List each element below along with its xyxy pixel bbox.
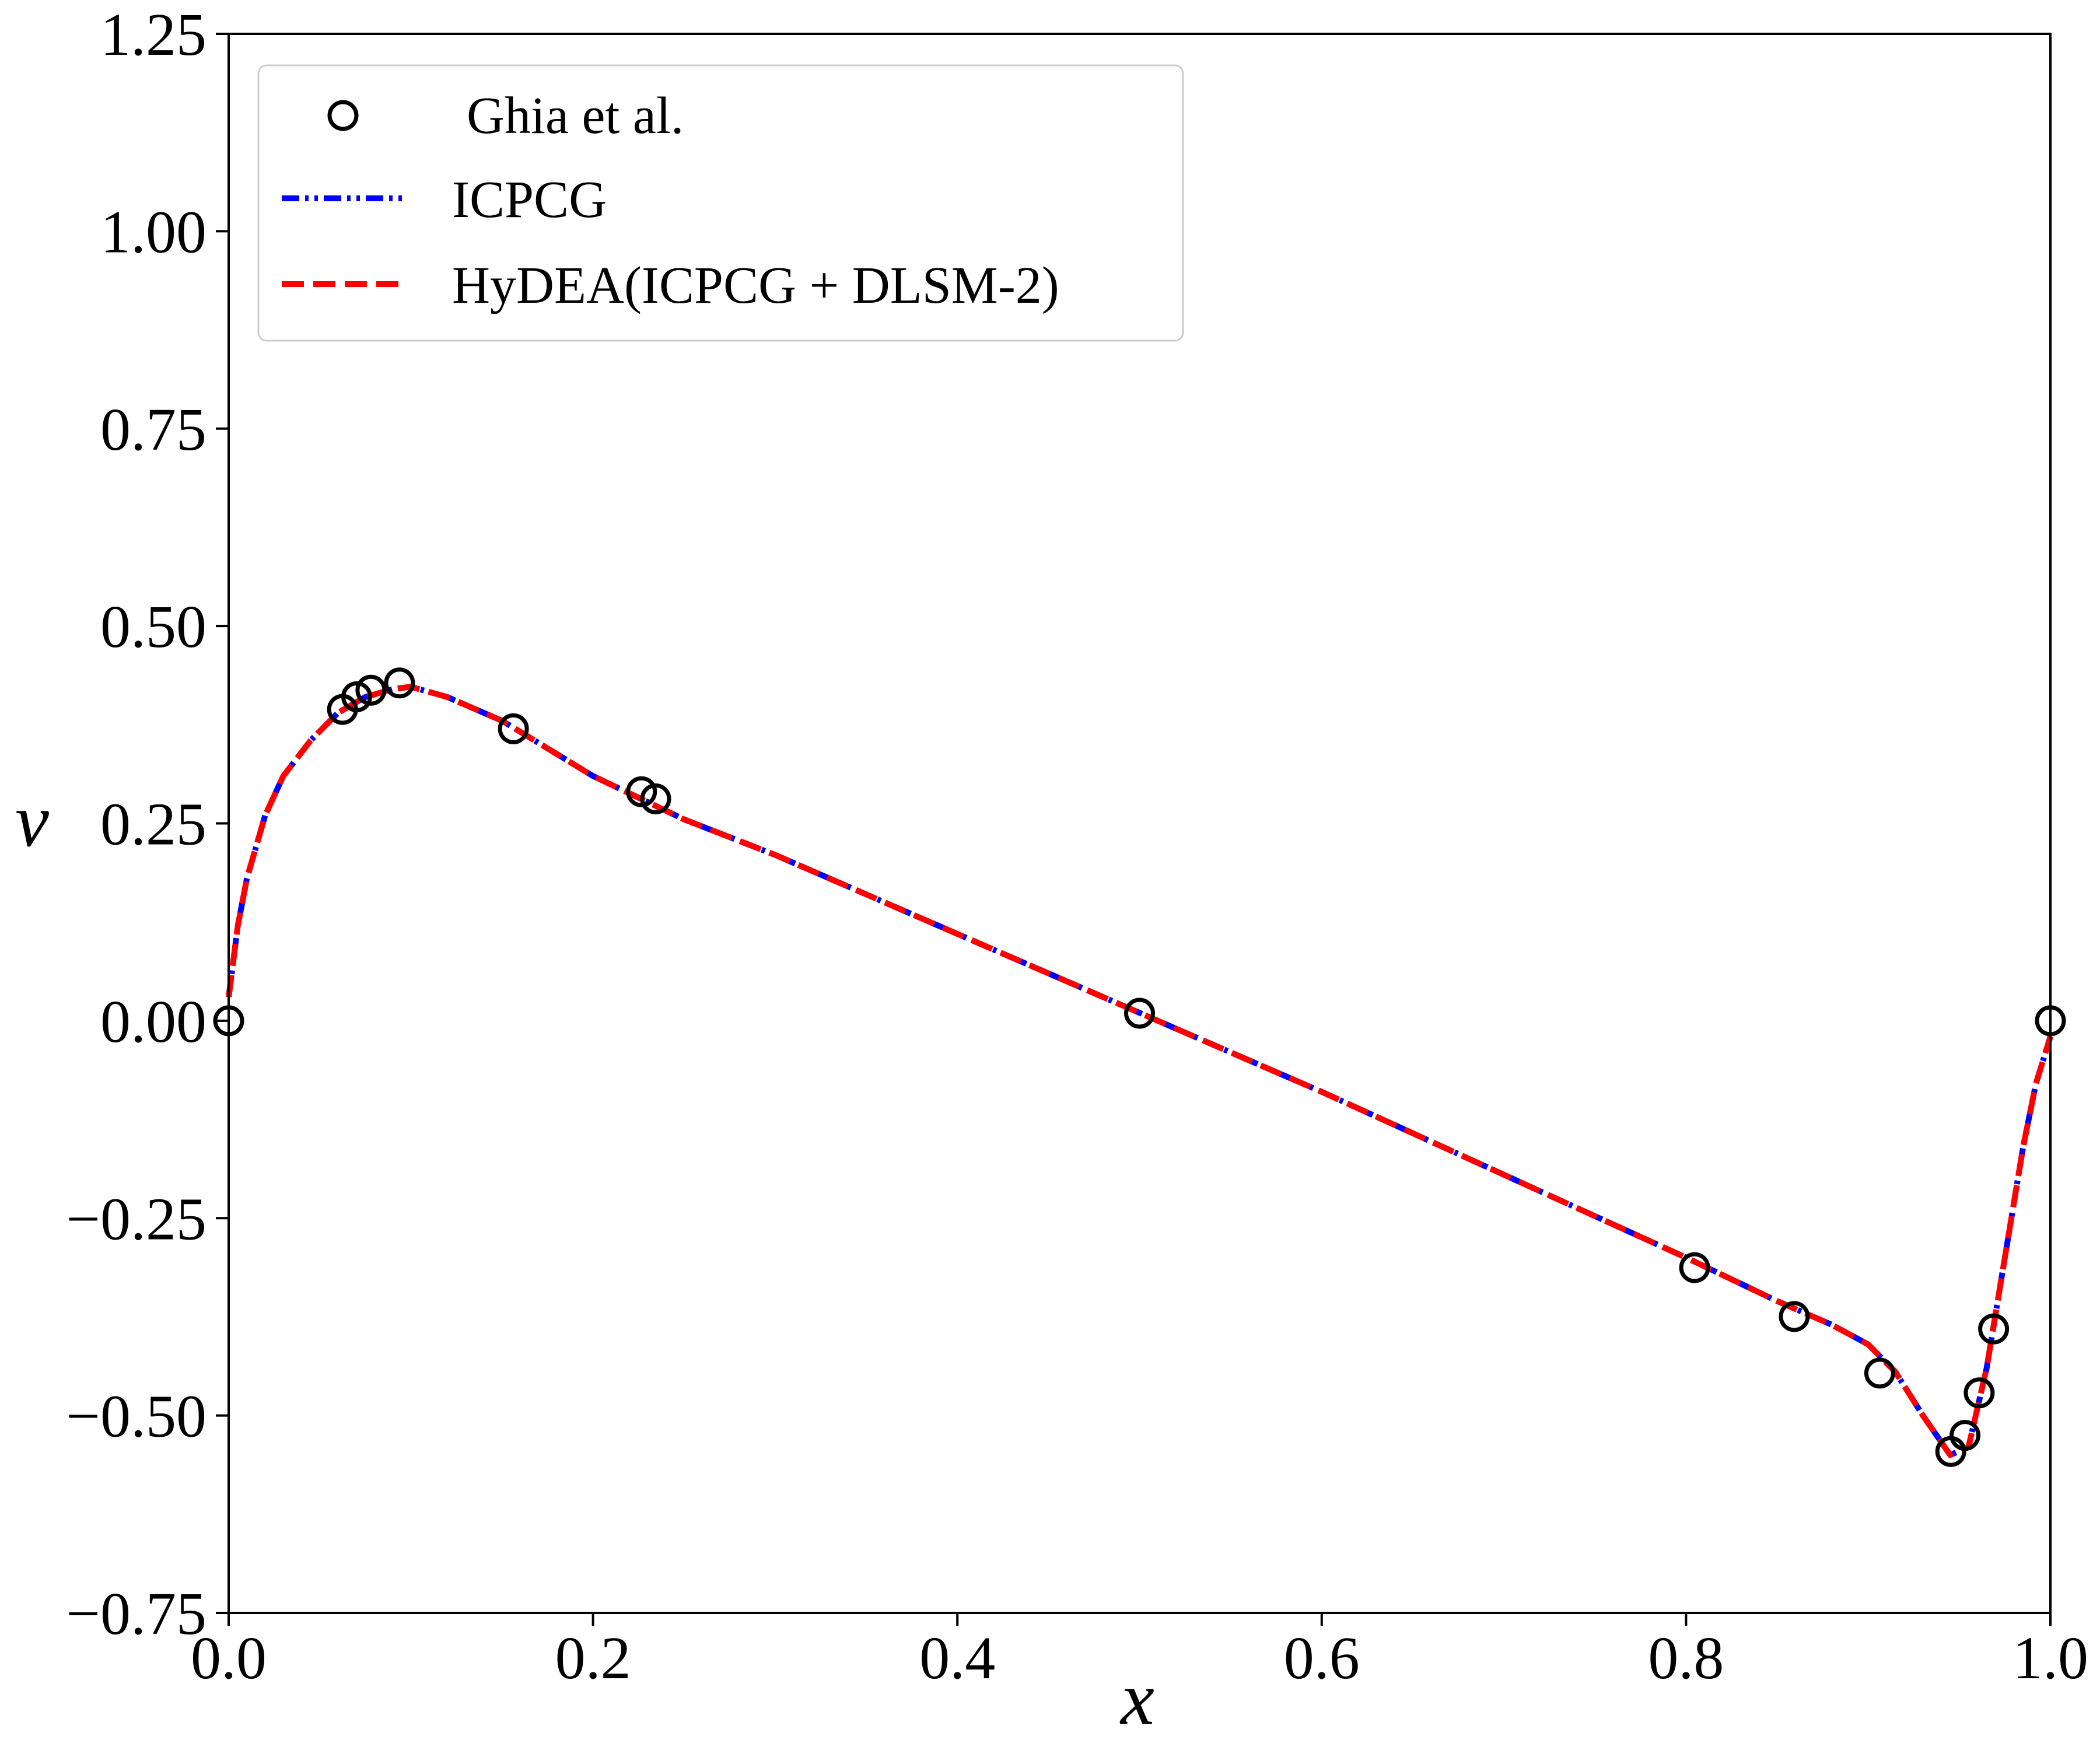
x-tick-label: 0.4	[919, 1625, 995, 1692]
data-point	[640, 783, 671, 814]
data-point	[341, 681, 372, 712]
x-tick-label: 0.6	[1284, 1625, 1360, 1692]
data-point	[1950, 1420, 1980, 1451]
data-point	[1978, 1313, 2010, 1345]
y-tick-label: 1.25	[100, 1, 206, 68]
x-axis-title: x	[1119, 1657, 1154, 1741]
axes-layer: 0.0 0.2 0.4 0.6 0.8 1.0 −0.75 −0.50 −0.25 0.00 0.2…	[66, 1, 2088, 1692]
y-tick-label: 0.50	[100, 593, 206, 660]
legend-frame	[257, 64, 1184, 342]
legend-label-hydea: HyDEA(ICPCG + DLSM-2)	[452, 257, 1059, 314]
data-layer	[213, 667, 2066, 1467]
data-point	[355, 674, 387, 706]
data-point	[1124, 998, 1155, 1029]
y-axis-title: v	[15, 779, 49, 863]
legend-label-icpcg: ICPCG	[452, 171, 607, 229]
x-tick-label: 0.2	[555, 1625, 631, 1692]
y-tick-label: 1.00	[100, 198, 206, 265]
data-point	[384, 667, 415, 699]
x-tick-label: 0.8	[1648, 1625, 1724, 1692]
y-tick-label: 0.75	[100, 396, 206, 463]
legend-label-ghia: Ghia et al.	[467, 87, 684, 145]
data-point	[626, 776, 657, 807]
y-tick-label: −0.50	[66, 1383, 206, 1450]
series-line-2	[226, 684, 2053, 1458]
series-line-1	[226, 684, 2053, 1458]
data-point	[1964, 1377, 1995, 1409]
data-point	[1679, 1252, 1710, 1283]
data-point	[498, 713, 529, 744]
y-tick-label: −0.75	[66, 1580, 206, 1647]
data-point	[1864, 1357, 1895, 1389]
x-tick-label: 1.0	[2013, 1625, 2088, 1692]
data-point	[1779, 1301, 1810, 1332]
legend-marker-ghia	[327, 100, 359, 131]
y-tick-label: 0.25	[100, 791, 206, 858]
x-tick-label: 0.0	[191, 1625, 267, 1692]
y-tick-label: −0.25	[66, 1185, 206, 1252]
y-tick-label: 0.00	[100, 988, 206, 1055]
legend: Ghia et al. ICPCG HyDEA(ICPCG + DLSM-2)	[257, 64, 1184, 342]
